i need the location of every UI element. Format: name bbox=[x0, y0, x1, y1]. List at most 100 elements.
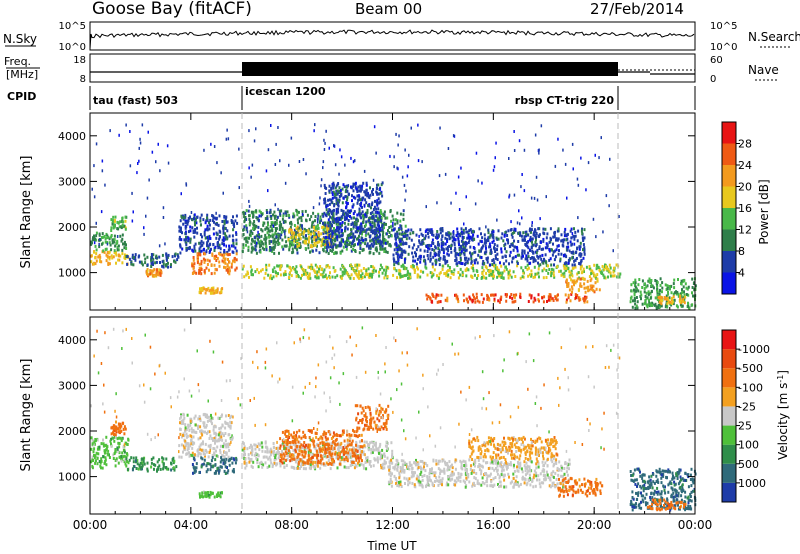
echo-cell bbox=[210, 491, 213, 495]
echo-cell bbox=[594, 275, 597, 279]
echo-cell bbox=[184, 439, 187, 443]
echo-cell bbox=[691, 277, 694, 281]
echo-cell bbox=[327, 198, 330, 202]
echo-cell bbox=[112, 220, 115, 224]
echo-cell bbox=[362, 217, 365, 221]
echo-cell bbox=[664, 305, 667, 309]
echo-cell bbox=[376, 458, 379, 462]
echo-cell bbox=[538, 264, 541, 268]
echo-cell bbox=[205, 288, 208, 292]
echo-cell bbox=[521, 249, 524, 253]
echo-cell bbox=[198, 266, 201, 270]
echo-cell bbox=[459, 251, 462, 255]
echo-cell bbox=[346, 271, 349, 275]
scatter-echo-cell bbox=[399, 247, 402, 250]
echo-cell bbox=[398, 255, 401, 259]
echo-cell bbox=[529, 261, 532, 265]
echo-cell bbox=[94, 461, 97, 465]
echo-cell bbox=[214, 245, 217, 249]
echo-cell bbox=[494, 254, 497, 258]
echo-cell bbox=[446, 296, 449, 300]
echo-cell bbox=[429, 230, 432, 234]
sky-panel-frame bbox=[89, 21, 696, 51]
echo-cell bbox=[271, 247, 274, 251]
echo-cell bbox=[564, 227, 567, 231]
echo-cell bbox=[356, 219, 359, 223]
scatter-echo-cell bbox=[612, 249, 614, 253]
echo-cell bbox=[329, 229, 332, 233]
echo-cell bbox=[590, 272, 593, 276]
scatter-echo-cell bbox=[162, 216, 165, 219]
echo-cell bbox=[680, 304, 683, 308]
echo-cell bbox=[377, 197, 380, 201]
echo-cell bbox=[193, 441, 196, 445]
scatter-echo-cell bbox=[335, 184, 338, 188]
echo-cell bbox=[510, 242, 513, 246]
echo-cell bbox=[325, 208, 328, 212]
scatter-echo-cell bbox=[143, 232, 145, 236]
echo-cell bbox=[208, 437, 211, 440]
echo-cell bbox=[123, 246, 126, 250]
echo-cell bbox=[94, 459, 97, 463]
echo-cell bbox=[285, 211, 287, 215]
echo-cell bbox=[384, 271, 387, 275]
echo-cell bbox=[665, 303, 668, 307]
echo-cell bbox=[424, 262, 427, 266]
echo-cell bbox=[539, 254, 542, 258]
echo-cell bbox=[442, 242, 445, 246]
echo-cell bbox=[381, 244, 384, 248]
echo-cell bbox=[342, 210, 345, 213]
echo-cell bbox=[180, 435, 183, 439]
echo-cell bbox=[542, 261, 545, 265]
echo-cell bbox=[279, 213, 282, 217]
echo-cell bbox=[260, 234, 263, 238]
echo-cell bbox=[661, 299, 664, 303]
echo-cell bbox=[404, 229, 407, 233]
echo-cell bbox=[404, 231, 406, 235]
echo-cell bbox=[438, 257, 441, 261]
echo-cell bbox=[472, 233, 475, 237]
echo-cell bbox=[167, 261, 169, 265]
echo-cell bbox=[533, 230, 536, 234]
echo-cell bbox=[437, 276, 440, 280]
echo-cell bbox=[338, 189, 341, 193]
echo-cell bbox=[341, 220, 344, 224]
echo-cell bbox=[242, 228, 245, 232]
echo-cell bbox=[585, 295, 588, 299]
echo-cell bbox=[203, 233, 206, 237]
scatter-echo-cell bbox=[334, 163, 337, 167]
echo-cell bbox=[361, 272, 364, 276]
echo-cell bbox=[427, 244, 430, 248]
echo-cell bbox=[389, 225, 392, 229]
echo-cell bbox=[367, 204, 370, 207]
echo-cell bbox=[196, 256, 199, 260]
echo-cell bbox=[294, 460, 297, 464]
echo-cell bbox=[496, 237, 499, 241]
echo-cell bbox=[254, 447, 257, 451]
echo-cell bbox=[252, 213, 255, 217]
echo-cell bbox=[123, 253, 126, 257]
echo-cell bbox=[198, 415, 201, 419]
echo-cell bbox=[196, 226, 198, 230]
echo-cell bbox=[535, 251, 538, 255]
echo-cell bbox=[682, 297, 685, 301]
echo-cell bbox=[344, 229, 346, 233]
echo-cell bbox=[573, 283, 575, 287]
echo-cell bbox=[206, 263, 209, 266]
scatter-echo-cell bbox=[320, 184, 322, 188]
echo-cell bbox=[188, 247, 191, 251]
echo-cell bbox=[211, 456, 214, 460]
echo-cell bbox=[534, 275, 536, 279]
echo-cell bbox=[329, 221, 332, 224]
echo-cell bbox=[462, 231, 465, 235]
scatter-echo-cell bbox=[373, 125, 376, 129]
echo-cell bbox=[575, 279, 578, 283]
echo-cell bbox=[512, 248, 515, 252]
echo-cell bbox=[382, 236, 385, 240]
scatter-echo-cell bbox=[136, 171, 138, 175]
echo-cell bbox=[567, 266, 570, 270]
echo-cell bbox=[493, 299, 496, 303]
echo-cell bbox=[364, 193, 367, 197]
echo-cell bbox=[152, 263, 154, 266]
echo-cell bbox=[530, 269, 533, 273]
